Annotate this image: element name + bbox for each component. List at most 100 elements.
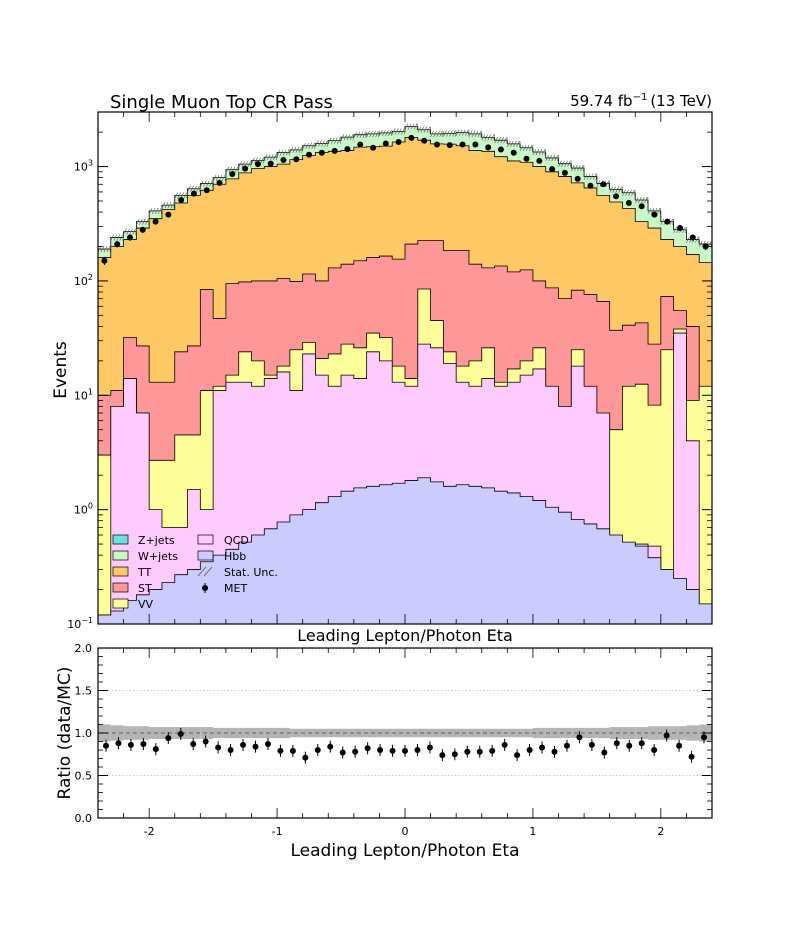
ratio-point xyxy=(526,747,533,753)
y-tick-label: 102 xyxy=(74,273,93,288)
data-point xyxy=(472,141,479,148)
ratio-point xyxy=(651,747,658,753)
data-point xyxy=(165,211,172,218)
ratio-point xyxy=(539,744,546,751)
ratio-band-segment xyxy=(392,728,405,738)
ratio-point xyxy=(389,747,396,754)
stat-unc-hatch xyxy=(353,131,367,138)
ratio-point xyxy=(202,738,209,745)
ratio-point xyxy=(352,748,359,755)
stat-unc-hatch xyxy=(430,130,444,138)
data-point xyxy=(510,149,517,156)
stat-unc-hatch xyxy=(379,129,393,137)
ratio-x-axis: -2 -1 0 1 2 xyxy=(97,648,713,838)
data-point xyxy=(267,160,274,167)
data-point xyxy=(587,182,594,189)
ratio-point xyxy=(140,741,147,748)
ratio-band-segment xyxy=(328,728,342,738)
legend-swatch xyxy=(112,598,129,609)
y-tick-label: 101 xyxy=(74,387,93,402)
ratio-band-segment xyxy=(481,728,495,738)
legend-swatch xyxy=(112,550,129,561)
ratio-y-tick-label: 1.5 xyxy=(75,685,93,698)
data-point xyxy=(446,142,453,149)
ratio-band-segment xyxy=(110,725,124,741)
data-point xyxy=(331,147,338,154)
ratio-point xyxy=(414,747,421,753)
stat-unc-hatch xyxy=(481,134,495,141)
legend-swatch xyxy=(197,534,214,545)
ratio-point xyxy=(165,735,172,742)
x-axis-title-main: Leading Lepton/Photon Eta xyxy=(297,626,513,645)
stat-unc-hatch xyxy=(494,137,508,144)
stat-unc-hatch xyxy=(519,144,534,151)
y-axis-title: Events xyxy=(51,341,71,399)
stat-unc-hatch xyxy=(455,129,470,136)
stat-unc-hatch xyxy=(532,148,547,156)
ratio-point xyxy=(190,741,197,748)
data-point xyxy=(216,179,223,186)
data-point xyxy=(459,141,466,148)
data-point xyxy=(536,157,543,164)
x-tick-label: 0 xyxy=(402,825,409,838)
ratio-y-tick-label: 0.5 xyxy=(75,770,93,783)
x-tick-label: 2 xyxy=(657,825,664,838)
data-point xyxy=(318,149,325,156)
ratio-band-segment xyxy=(686,725,700,741)
ratio-points-layer xyxy=(103,727,707,764)
stat-unc-hatch xyxy=(200,180,214,187)
ratio-point xyxy=(663,732,670,739)
stat-unc-hatch xyxy=(123,228,137,235)
y-tick-label: 10−1 xyxy=(67,616,93,631)
x-tick-label: -1 xyxy=(272,825,283,838)
data-point xyxy=(702,243,709,250)
x-tick-label: 1 xyxy=(529,825,536,838)
y-axis-main: 10−1 100 101 102 103 xyxy=(67,111,712,631)
data-point xyxy=(344,146,351,153)
y-tick-label: 103 xyxy=(74,159,93,174)
legend-label: VV xyxy=(138,598,154,611)
data-point xyxy=(574,175,581,182)
data-points-layer xyxy=(101,134,709,266)
data-point xyxy=(293,156,300,163)
ratio-band-segment xyxy=(315,728,329,738)
data-point xyxy=(370,144,377,151)
ratio-point xyxy=(115,740,122,747)
ratio-point xyxy=(701,734,707,741)
ratio-point xyxy=(576,734,583,741)
ratio-band-segment xyxy=(251,727,265,739)
stack-hbb xyxy=(97,477,713,625)
legend-label: QCD xyxy=(224,534,249,547)
ratio-point xyxy=(426,744,433,751)
stat-unc-hatch xyxy=(327,137,342,144)
stat-unc-hatch xyxy=(583,173,598,180)
ratio-band-segment xyxy=(468,728,482,738)
legend-label: ST xyxy=(138,582,152,595)
data-point xyxy=(664,218,671,225)
stat-unc-hatch xyxy=(366,130,380,138)
x-tick-label: -2 xyxy=(144,825,155,838)
stat-unc-hatch xyxy=(558,160,572,167)
ratio-band-segment xyxy=(187,727,201,739)
stat-unc-hatch xyxy=(212,174,227,181)
stat-unc-hatch xyxy=(251,157,265,164)
ratio-band-segment xyxy=(417,728,431,738)
stat-unc-hatch xyxy=(187,185,201,192)
stat-unc-hatch xyxy=(622,189,636,196)
data-point xyxy=(190,190,197,197)
stat-unc-hatch xyxy=(225,166,240,173)
ratio-point xyxy=(464,748,471,755)
stat-unc-hatch xyxy=(571,165,585,172)
ratio-point xyxy=(103,742,109,749)
ratio-point xyxy=(364,745,371,752)
ratio-point xyxy=(252,743,259,750)
ratio-point xyxy=(688,753,695,760)
data-point xyxy=(651,211,658,218)
data-point xyxy=(101,257,108,264)
chart-title: Single Muon Top CR Pass xyxy=(110,92,333,113)
data-point xyxy=(306,151,313,158)
stat-unc-hatch xyxy=(136,218,150,225)
stat-unc-hatch xyxy=(174,192,188,199)
legend-swatch xyxy=(112,534,129,545)
ratio-band-segment xyxy=(558,727,572,739)
